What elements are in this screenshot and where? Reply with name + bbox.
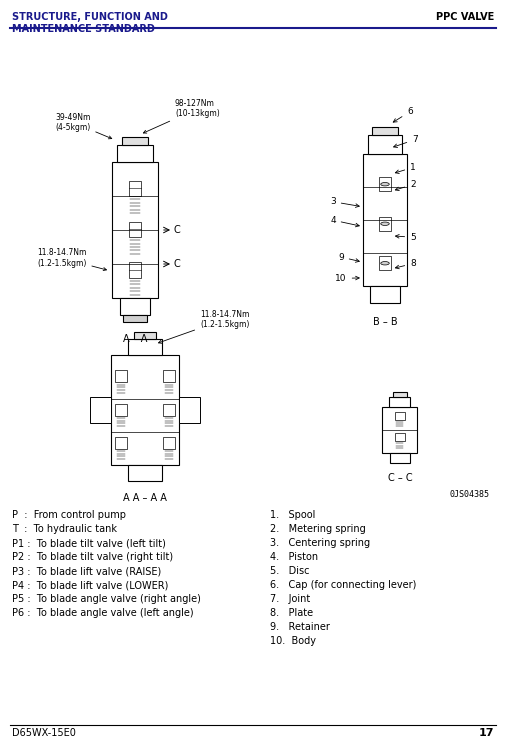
Text: P1 :  To blade tilt valve (left tilt): P1 : To blade tilt valve (left tilt) — [12, 538, 166, 548]
Bar — [392, 392, 406, 397]
Bar — [128, 466, 162, 480]
Text: 8.   Plate: 8. Plate — [270, 608, 313, 618]
Bar — [372, 127, 397, 136]
Text: 39-49Nm
(4-5kgm): 39-49Nm (4-5kgm) — [55, 113, 112, 139]
Bar — [89, 398, 111, 423]
Bar — [129, 222, 141, 236]
Bar — [367, 136, 401, 154]
Text: 5.   Disc: 5. Disc — [270, 566, 309, 576]
Text: 10.  Body: 10. Body — [270, 636, 316, 646]
Bar — [389, 397, 410, 407]
Text: 98-127Nm
(10-13kgm): 98-127Nm (10-13kgm) — [143, 99, 219, 133]
Bar — [163, 371, 174, 383]
Bar — [394, 412, 404, 420]
Bar — [163, 436, 174, 448]
Bar — [120, 298, 150, 315]
Text: 1: 1 — [394, 163, 415, 174]
Text: P  :  From control pump: P : From control pump — [12, 510, 126, 520]
Text: 4.   Piston: 4. Piston — [270, 552, 318, 562]
Text: 17: 17 — [478, 728, 493, 738]
Ellipse shape — [380, 262, 388, 265]
Text: 0JS04385: 0JS04385 — [449, 490, 489, 499]
Text: P6 :  To blade angle valve (left angle): P6 : To blade angle valve (left angle) — [12, 608, 193, 618]
Text: D65WX-15E0: D65WX-15E0 — [12, 728, 76, 738]
Ellipse shape — [380, 183, 388, 186]
Bar — [378, 178, 390, 191]
Text: 7.   Joint: 7. Joint — [270, 594, 310, 604]
Bar — [378, 257, 390, 270]
Bar — [122, 137, 147, 145]
Text: B – B: B – B — [372, 316, 396, 327]
Text: PPC VALVE: PPC VALVE — [435, 12, 493, 22]
Text: 2.   Metering spring: 2. Metering spring — [270, 524, 365, 534]
Bar — [389, 453, 409, 463]
Text: 9: 9 — [337, 253, 359, 263]
Text: A A – A A: A A – A A — [123, 492, 167, 503]
Text: P2 :  To blade tilt valve (right tilt): P2 : To blade tilt valve (right tilt) — [12, 552, 173, 562]
Text: 3: 3 — [329, 197, 359, 207]
Text: 7: 7 — [393, 135, 417, 148]
Text: 4: 4 — [329, 216, 359, 227]
Text: 1.   Spool: 1. Spool — [270, 510, 315, 520]
Text: P5 :  To blade angle valve (right angle): P5 : To blade angle valve (right angle) — [12, 594, 200, 604]
Bar — [128, 339, 162, 355]
Text: 5: 5 — [395, 233, 415, 242]
Text: 11.8-14.7Nm
(1.2-1.5kgm): 11.8-14.7Nm (1.2-1.5kgm) — [158, 310, 249, 343]
Bar — [115, 404, 127, 416]
Bar — [179, 398, 200, 423]
Bar — [112, 162, 158, 298]
Text: P3 :  To blade lift valve (RAISE): P3 : To blade lift valve (RAISE) — [12, 566, 161, 576]
Text: C: C — [174, 225, 180, 235]
Text: 6: 6 — [392, 107, 412, 122]
Text: T  :  To hydraulic tank: T : To hydraulic tank — [12, 524, 117, 534]
Bar — [394, 433, 404, 442]
Bar — [123, 315, 146, 322]
Bar — [115, 371, 127, 383]
Bar — [362, 154, 407, 286]
Ellipse shape — [380, 222, 388, 225]
Bar — [163, 404, 174, 416]
Bar — [129, 181, 141, 196]
Text: A – A: A – A — [123, 333, 147, 344]
Bar — [378, 217, 390, 231]
Text: 3.   Centering spring: 3. Centering spring — [270, 538, 369, 548]
Text: C: C — [174, 259, 180, 269]
Bar — [111, 355, 179, 466]
Bar — [129, 263, 141, 278]
Text: 8: 8 — [394, 259, 415, 269]
Text: 2: 2 — [394, 180, 415, 191]
Text: C – C: C – C — [387, 472, 412, 483]
Text: 10: 10 — [334, 274, 359, 283]
Bar — [117, 145, 153, 162]
Bar — [369, 286, 399, 303]
Bar — [382, 407, 417, 453]
Bar — [115, 436, 127, 448]
Bar — [134, 332, 156, 339]
Text: STRUCTURE, FUNCTION AND
MAINTENANCE STANDARD: STRUCTURE, FUNCTION AND MAINTENANCE STAN… — [12, 12, 168, 34]
Text: P4 :  To blade lift valve (LOWER): P4 : To blade lift valve (LOWER) — [12, 580, 168, 590]
Text: 9.   Retainer: 9. Retainer — [270, 622, 329, 632]
Text: 11.8-14.7Nm
(1.2-1.5kgm): 11.8-14.7Nm (1.2-1.5kgm) — [37, 248, 106, 271]
Text: 6.   Cap (for connecting lever): 6. Cap (for connecting lever) — [270, 580, 416, 590]
